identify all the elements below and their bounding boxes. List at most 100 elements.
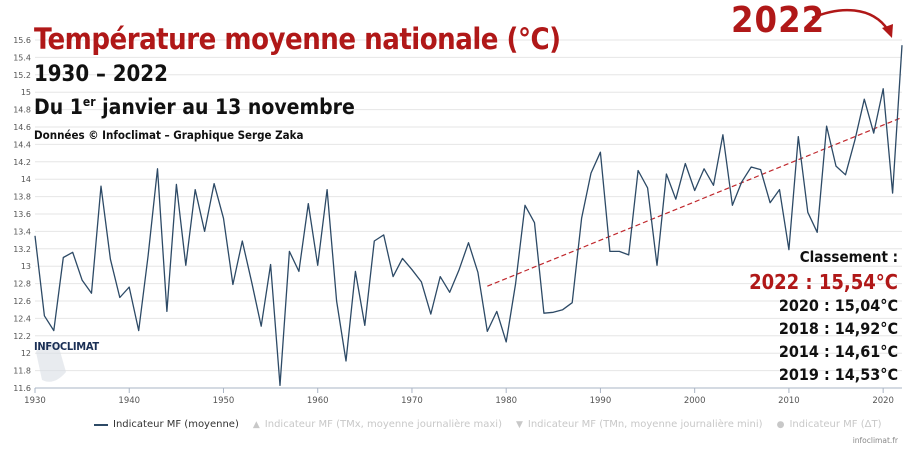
triangle-down-icon: ▼ bbox=[515, 419, 523, 430]
legend-item-tmx[interactable]: ▲ Indicateur MF (TMx, moyenne journalière… bbox=[253, 419, 502, 430]
ranking-title: Classement : bbox=[799, 248, 898, 266]
data-point bbox=[34, 234, 37, 237]
data-point bbox=[43, 314, 46, 317]
data-point bbox=[750, 166, 753, 169]
data-point bbox=[552, 311, 555, 314]
infoclimat-logo: INFOCLIMAT bbox=[34, 340, 99, 353]
circle-icon: ● bbox=[776, 419, 785, 430]
data-point bbox=[288, 250, 291, 253]
data-point bbox=[156, 167, 159, 170]
legend-item-delta[interactable]: ● Indicateur MF (ΔT) bbox=[777, 419, 882, 430]
ranking-item: 2020 : 15,04°C bbox=[778, 296, 898, 315]
data-point bbox=[580, 217, 583, 220]
data-point bbox=[81, 279, 84, 282]
data-point bbox=[222, 217, 225, 220]
y-tick-label: 12.8 bbox=[13, 280, 31, 289]
data-point bbox=[165, 310, 168, 313]
highlight-arrow bbox=[811, 8, 890, 31]
x-tick-label: 2010 bbox=[778, 396, 800, 406]
ranking-item: 2019 : 14,53°C bbox=[778, 365, 898, 384]
data-point bbox=[326, 188, 329, 191]
data-point bbox=[665, 172, 668, 175]
data-point bbox=[599, 151, 602, 154]
data-point bbox=[655, 264, 658, 267]
data-point bbox=[373, 239, 376, 242]
x-tick-label: 2020 bbox=[872, 396, 894, 406]
data-point bbox=[62, 256, 65, 259]
data-point bbox=[816, 231, 819, 234]
data-point bbox=[505, 340, 508, 343]
data-point bbox=[363, 324, 366, 327]
series-line bbox=[34, 45, 903, 387]
data-point bbox=[514, 282, 517, 285]
data-point bbox=[448, 291, 451, 294]
data-point bbox=[637, 169, 640, 172]
data-point bbox=[882, 87, 885, 90]
triangle-up-icon: ▲ bbox=[252, 419, 260, 430]
logo-text: INFOCLIMAT bbox=[34, 340, 99, 353]
x-tick-label: 1960 bbox=[307, 396, 329, 406]
trend-line bbox=[487, 116, 903, 287]
data-point bbox=[806, 211, 809, 214]
data-point bbox=[835, 165, 838, 168]
data-point bbox=[740, 180, 743, 183]
chart-subtitle-years: 1930 – 2022 bbox=[34, 62, 168, 87]
y-tick-label: 13.8 bbox=[13, 193, 31, 202]
data-point bbox=[260, 325, 263, 328]
y-tick-label: 14.8 bbox=[13, 106, 31, 115]
y-tick-label: 13.4 bbox=[13, 227, 31, 236]
y-tick-label: 11.8 bbox=[13, 367, 31, 376]
ranking-item: 2022 : 15,54°C bbox=[749, 270, 898, 294]
period-suffix: janvier au 13 novembre bbox=[95, 95, 355, 119]
y-tick-label: 12.2 bbox=[13, 332, 31, 341]
legend-item-moyenne[interactable]: Indicateur MF (moyenne) bbox=[94, 419, 239, 430]
x-tick-label: 1990 bbox=[590, 396, 612, 406]
y-tick-label: 14.6 bbox=[13, 123, 31, 132]
arrow-head-icon bbox=[882, 24, 893, 38]
x-tick-label: 1980 bbox=[495, 396, 517, 406]
data-point bbox=[476, 271, 479, 274]
data-point bbox=[128, 286, 131, 289]
data-point bbox=[99, 185, 102, 188]
data-point bbox=[307, 202, 310, 205]
data-point bbox=[175, 183, 178, 186]
y-tick-label: 15.2 bbox=[13, 71, 31, 80]
data-point bbox=[542, 312, 545, 315]
data-point bbox=[712, 184, 715, 187]
legend-line-icon bbox=[94, 423, 108, 426]
data-point bbox=[344, 360, 347, 363]
data-point bbox=[410, 268, 413, 271]
data-point bbox=[495, 310, 498, 313]
data-point bbox=[382, 233, 385, 236]
data-point bbox=[571, 301, 574, 304]
data-point bbox=[759, 168, 762, 171]
x-tick-label: 1940 bbox=[118, 396, 140, 406]
ranking-item: 2018 : 14,92°C bbox=[778, 319, 898, 338]
data-point bbox=[684, 162, 687, 165]
legend-label: Indicateur MF (ΔT) bbox=[789, 419, 882, 430]
data-point bbox=[194, 188, 197, 191]
y-tick-label: 14.2 bbox=[13, 158, 31, 167]
y-tick-label: 13.6 bbox=[13, 210, 31, 219]
ranking-item: 2014 : 14,61°C bbox=[778, 342, 898, 361]
data-point bbox=[203, 230, 206, 233]
legend-item-tmn[interactable]: ▼ Indicateur MF (TMn, moyenne journalière… bbox=[516, 419, 763, 430]
data-point bbox=[891, 192, 894, 195]
data-point bbox=[184, 264, 187, 267]
x-tick-label: 1950 bbox=[213, 396, 235, 406]
legend-label: Indicateur MF (TMx, moyenne journalière … bbox=[264, 419, 502, 430]
watermark: infoclimat.fr bbox=[852, 436, 898, 445]
data-point bbox=[825, 125, 828, 128]
data-point bbox=[533, 221, 536, 224]
y-tick-label: 14 bbox=[21, 175, 31, 184]
data-point bbox=[316, 264, 319, 267]
france-shape-icon bbox=[36, 342, 66, 382]
legend-label: Indicateur MF (moyenne) bbox=[113, 419, 239, 430]
data-point bbox=[467, 241, 470, 244]
data-point bbox=[693, 189, 696, 192]
period-prefix: Du 1 bbox=[34, 95, 83, 119]
data-point bbox=[618, 250, 621, 253]
y-tick-label: 12 bbox=[21, 349, 31, 358]
data-point bbox=[674, 198, 677, 201]
